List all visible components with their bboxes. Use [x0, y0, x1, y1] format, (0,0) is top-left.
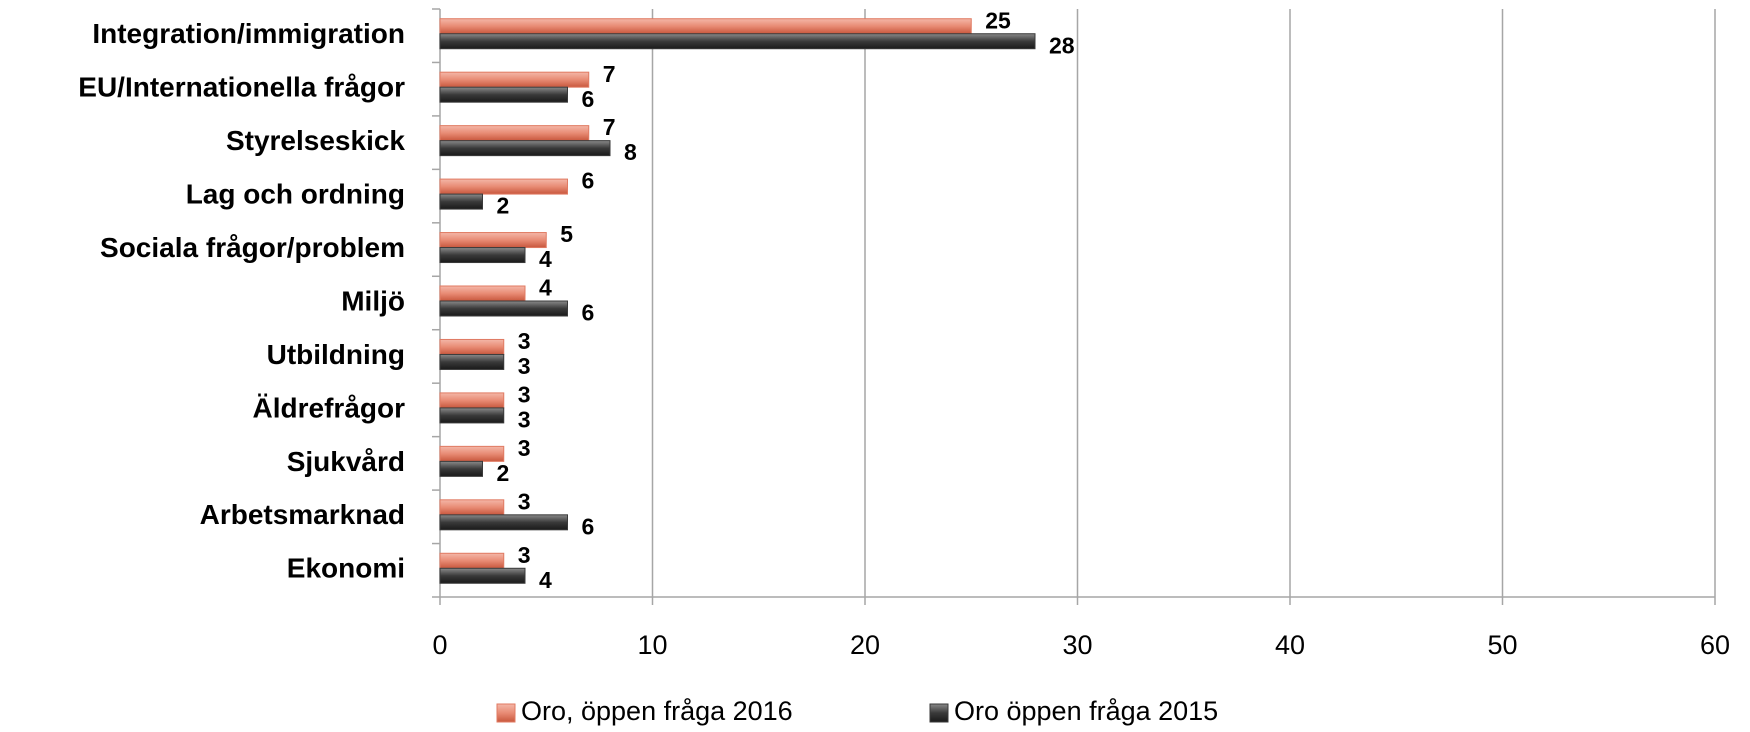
category-label: Sociala frågor/problem — [100, 232, 405, 263]
bar — [439, 71, 590, 88]
value-label: 7 — [603, 114, 616, 140]
value-label: 6 — [582, 513, 595, 539]
value-label: 6 — [582, 168, 595, 194]
value-label: 6 — [582, 86, 595, 112]
x-tick-label: 40 — [1275, 630, 1305, 660]
bar — [439, 499, 505, 516]
bar — [439, 353, 505, 370]
value-label: 2 — [497, 193, 510, 219]
category-label: Styrelseskick — [226, 125, 405, 156]
bar — [439, 338, 505, 355]
category-label: Sjukvård — [287, 446, 405, 477]
x-tick-label: 30 — [1062, 630, 1092, 660]
bar — [439, 232, 547, 249]
bar — [439, 18, 972, 35]
bar — [439, 247, 526, 264]
bar — [439, 300, 568, 317]
value-label: 7 — [603, 61, 616, 87]
x-tick-label: 0 — [432, 630, 447, 660]
value-label: 3 — [518, 435, 531, 461]
bar — [439, 392, 505, 409]
value-label: 2 — [497, 460, 510, 486]
value-label: 3 — [518, 353, 531, 379]
bar — [439, 567, 526, 584]
value-label: 3 — [518, 488, 531, 514]
value-label: 6 — [582, 300, 595, 326]
bar — [439, 460, 483, 477]
bar — [439, 86, 568, 103]
bar — [439, 140, 611, 157]
value-label: 25 — [985, 7, 1011, 33]
value-label: 3 — [518, 406, 531, 432]
value-label: 4 — [539, 246, 552, 272]
bar — [439, 33, 1036, 50]
bar — [439, 445, 505, 462]
legend-swatch — [929, 703, 949, 723]
bar — [439, 125, 590, 142]
category-label: Ekonomi — [287, 553, 405, 584]
x-tick-label: 60 — [1700, 630, 1730, 660]
category-label: Äldrefrågor — [253, 392, 406, 423]
value-label: 3 — [518, 542, 531, 568]
legend-label: Oro, öppen fråga 2016 — [521, 696, 793, 726]
bar — [439, 178, 568, 195]
bar — [439, 514, 568, 531]
category-label: Utbildning — [267, 339, 405, 370]
bar — [439, 285, 526, 302]
category-label: Arbetsmarknad — [200, 499, 405, 530]
category-label: Miljö — [341, 285, 405, 316]
value-label: 4 — [539, 275, 552, 301]
x-tick-label: 10 — [637, 630, 667, 660]
bar — [439, 193, 483, 210]
bar — [439, 552, 505, 569]
category-label: EU/Internationella frågor — [78, 72, 405, 103]
value-label: 28 — [1049, 32, 1075, 58]
value-label: 8 — [624, 139, 637, 165]
legend-swatch — [496, 703, 516, 723]
bar — [439, 407, 505, 424]
value-label: 5 — [560, 221, 573, 247]
value-label: 3 — [518, 381, 531, 407]
category-label: Lag och ordning — [186, 178, 405, 209]
value-label: 3 — [518, 328, 531, 354]
value-label: 4 — [539, 567, 552, 593]
category-label: Integration/immigration — [92, 18, 405, 49]
x-tick-label: 50 — [1487, 630, 1517, 660]
x-tick-label: 20 — [850, 630, 880, 660]
legend-label: Oro öppen fråga 2015 — [954, 696, 1218, 726]
